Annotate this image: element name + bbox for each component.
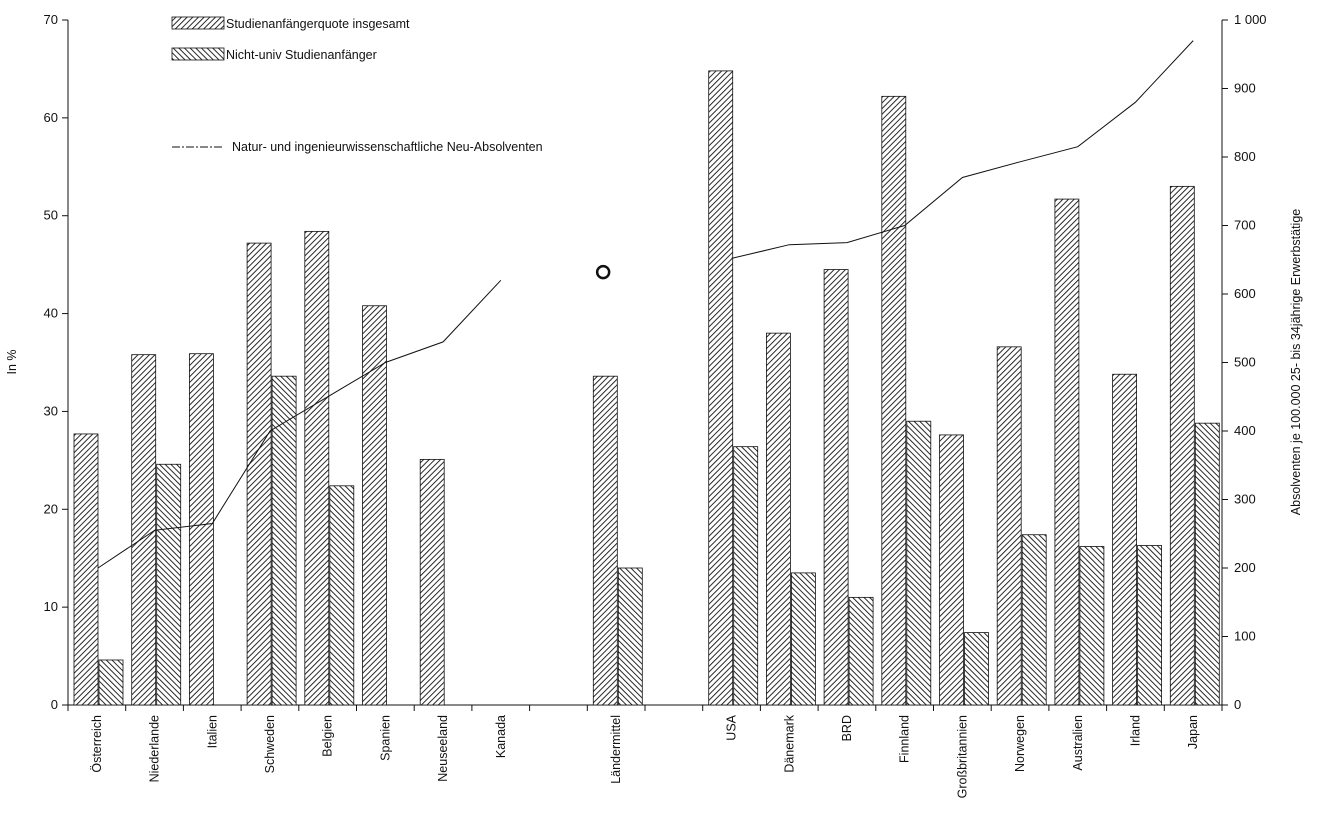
axes bbox=[62, 19, 1228, 711]
bar-total bbox=[766, 332, 791, 706]
y2-tick-label: 0 bbox=[1234, 697, 1241, 712]
category-label: Italien bbox=[205, 715, 219, 748]
category-label: BRD bbox=[840, 715, 854, 741]
y2-tick-label: 200 bbox=[1234, 560, 1256, 575]
bar-total bbox=[1169, 185, 1195, 706]
y2-tick-label: 800 bbox=[1234, 149, 1256, 164]
y2-tick-label: 1 000 bbox=[1234, 12, 1267, 27]
bar-nonuniv bbox=[1079, 546, 1105, 706]
bar-total bbox=[823, 269, 849, 706]
bar-total bbox=[1054, 198, 1080, 706]
category-label: Belgien bbox=[321, 715, 335, 757]
mean-marker bbox=[595, 264, 611, 280]
y-tick-label: 40 bbox=[44, 306, 58, 321]
bar-nonuniv bbox=[1021, 534, 1047, 706]
category-label: USA bbox=[725, 714, 739, 740]
category-label: Ländermittel bbox=[609, 715, 623, 784]
bar-total bbox=[708, 70, 734, 706]
category-label: Neuseeland bbox=[436, 715, 450, 782]
y-tick-label: 30 bbox=[44, 403, 58, 418]
y2-tick-label: 600 bbox=[1234, 286, 1256, 301]
category-label: Finnland bbox=[898, 715, 912, 763]
labels-layer: 0102030405060700100200300400500600700800… bbox=[44, 12, 1267, 798]
legend-label-total: Studienanfängerquote insgesamt bbox=[226, 17, 410, 31]
bar-total bbox=[362, 305, 387, 706]
y2-tick-label: 500 bbox=[1234, 355, 1256, 370]
legend-label-nonuniv: Nicht-univ Studienanfänger bbox=[226, 48, 377, 62]
line-graduates bbox=[731, 40, 1194, 259]
y2-tick-label: 700 bbox=[1234, 218, 1256, 233]
y2-tick-label: 100 bbox=[1234, 629, 1256, 644]
y2-tick-label: 300 bbox=[1234, 492, 1256, 507]
bar-total bbox=[881, 95, 907, 706]
category-label: Österreich bbox=[90, 715, 104, 773]
y2-tick-label: 400 bbox=[1234, 423, 1256, 438]
bar-total bbox=[1112, 373, 1137, 706]
legend-swatch-total bbox=[171, 16, 225, 30]
bar-total bbox=[246, 242, 272, 706]
y2-tick-label: 900 bbox=[1234, 81, 1256, 96]
bar-total bbox=[304, 230, 330, 706]
bar-nonuniv bbox=[906, 420, 932, 706]
bar-nonuniv bbox=[271, 375, 297, 706]
bar-nonuniv bbox=[964, 632, 989, 706]
bar-total bbox=[592, 375, 618, 706]
y-tick-label: 60 bbox=[44, 110, 58, 125]
y2-axis-title: Absolventen je 100.000 25- bis 34jährige… bbox=[1289, 209, 1303, 515]
y-axis-title: In % bbox=[5, 349, 19, 374]
bar-nonuniv bbox=[329, 485, 355, 706]
category-label: Norwegen bbox=[1013, 715, 1027, 772]
bar-total bbox=[939, 434, 964, 706]
y-tick-label: 10 bbox=[44, 599, 58, 614]
category-label: Japan bbox=[1186, 715, 1200, 749]
bar-nonuniv bbox=[791, 572, 816, 706]
y-tick-label: 50 bbox=[44, 208, 58, 223]
bar-nonuniv bbox=[617, 567, 643, 706]
bar-nonuniv bbox=[98, 659, 124, 706]
legend: Studienanfängerquote insgesamt Nicht-uni… bbox=[171, 16, 543, 154]
bar-nonuniv bbox=[156, 463, 182, 706]
bar-total bbox=[131, 354, 157, 706]
category-label: Großbritannien bbox=[955, 715, 969, 798]
bars-layer bbox=[73, 70, 1220, 706]
line-graduates bbox=[97, 279, 502, 569]
category-label: Schweden bbox=[263, 715, 277, 773]
category-label: Australien bbox=[1071, 715, 1085, 771]
bar-nonuniv bbox=[1137, 545, 1162, 706]
y-tick-label: 0 bbox=[51, 697, 58, 712]
line-layer bbox=[97, 40, 1194, 569]
bar-nonuniv bbox=[1194, 422, 1220, 706]
bar-total bbox=[419, 458, 445, 706]
bar-nonuniv bbox=[733, 446, 759, 706]
category-label: Dänemark bbox=[782, 714, 796, 772]
category-label: Irland bbox=[1128, 715, 1142, 746]
legend-label-graduates: Natur- und ingenieurwissenschaftliche Ne… bbox=[232, 140, 543, 154]
bar-total bbox=[73, 433, 99, 706]
category-label: Spanien bbox=[378, 715, 392, 761]
bar-total bbox=[996, 346, 1022, 706]
y-tick-label: 20 bbox=[44, 501, 58, 516]
category-label: Kanada bbox=[494, 715, 508, 758]
bar-nonuniv bbox=[848, 596, 874, 706]
y-tick-label: 70 bbox=[44, 12, 58, 27]
bar-total bbox=[188, 353, 214, 706]
legend-swatch-nonuniv bbox=[171, 47, 225, 61]
category-label: Niederlande bbox=[148, 715, 162, 782]
